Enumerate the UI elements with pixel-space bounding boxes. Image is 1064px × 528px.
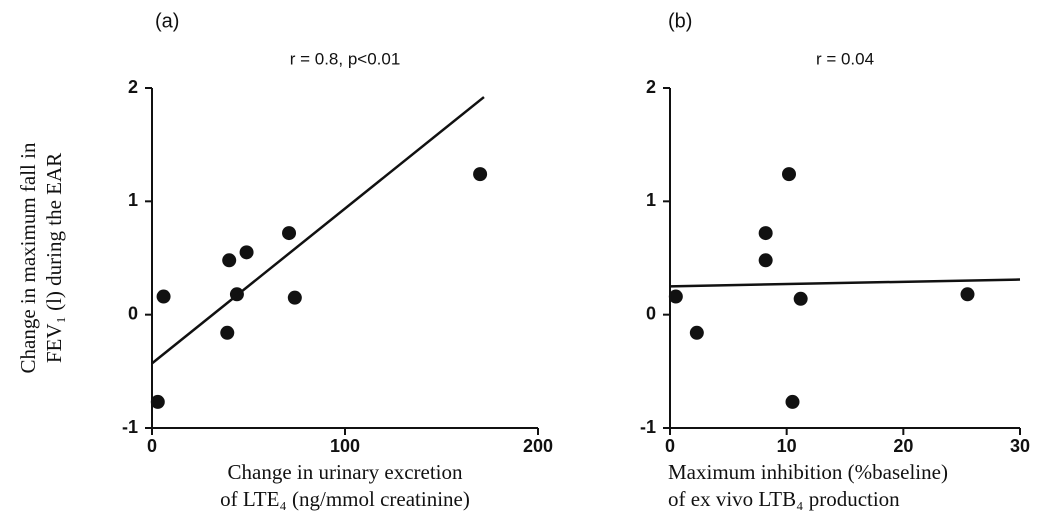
y-tick-label: 0 xyxy=(128,303,138,323)
fit-line xyxy=(669,278,1021,288)
x-tick-label: 0 xyxy=(147,436,157,456)
x-tick-label: 200 xyxy=(523,436,553,456)
x-tick-label: 30 xyxy=(1010,436,1030,456)
fit-line xyxy=(151,96,485,365)
subtitle: r = 0.8, p<0.01 xyxy=(290,49,401,68)
x-tick-label: 100 xyxy=(330,436,360,456)
point xyxy=(220,325,235,340)
point xyxy=(150,394,165,409)
panel-label: (b) xyxy=(668,10,692,32)
point xyxy=(960,287,975,302)
point xyxy=(156,289,171,304)
point xyxy=(668,289,683,304)
x-label-line: of ex vivo LTB₄ production xyxy=(668,487,900,511)
y-tick-label: -1 xyxy=(640,417,656,437)
y-tick-label: 2 xyxy=(128,77,138,97)
point xyxy=(689,325,704,340)
y-tick-label: 1 xyxy=(646,190,656,210)
y-tick-label: -1 xyxy=(122,417,138,437)
x-tick-label: 0 xyxy=(665,436,675,456)
y-tick-label: 1 xyxy=(128,190,138,210)
x-tick-label: 20 xyxy=(893,436,913,456)
point xyxy=(239,245,254,260)
point xyxy=(282,226,297,241)
point xyxy=(758,226,773,241)
point xyxy=(758,253,773,268)
y-label: Change in maximum fall in FEV₁ (l) durin… xyxy=(16,142,66,373)
panel-label: (a) xyxy=(155,10,179,32)
x-label-line: of LTE₄ (ng/mmol creatinine) xyxy=(220,487,470,511)
y-tick-label: 0 xyxy=(646,303,656,323)
y-label-line: FEV₁ (l) during the EAR xyxy=(42,153,66,363)
y-tick-label: 2 xyxy=(646,77,656,97)
y-label-line: Change in maximum fall in xyxy=(16,142,40,373)
x-label-line: Maximum inhibition (%baseline) xyxy=(668,460,948,484)
x-tick-label: 10 xyxy=(777,436,797,456)
subtitle: r = 0.04 xyxy=(816,49,874,68)
point xyxy=(222,253,237,268)
point xyxy=(782,167,796,182)
point xyxy=(793,291,808,306)
point xyxy=(473,167,488,182)
point xyxy=(287,290,302,305)
x-label-line: Change in urinary excretion xyxy=(228,460,463,484)
point xyxy=(785,394,800,409)
